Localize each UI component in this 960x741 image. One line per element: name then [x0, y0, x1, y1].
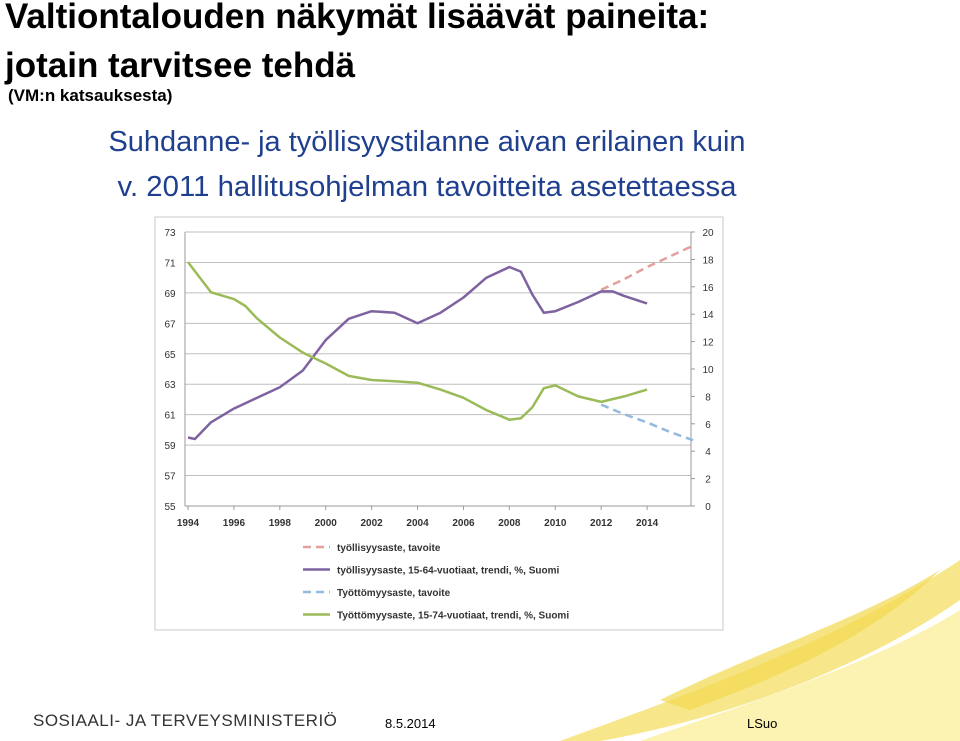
footer-author: LSuo — [747, 716, 777, 731]
y-tick-label: 67 — [164, 319, 176, 330]
decor-swoosh — [640, 610, 960, 741]
y2-tick-label: 14 — [702, 310, 714, 321]
series-line — [187, 265, 648, 441]
chart-frame — [154, 216, 724, 631]
x-tick-label: 1996 — [223, 518, 246, 529]
y2-tick-label: 10 — [702, 365, 714, 376]
slide-title: jotain tarvitsee tehdä — [4, 46, 356, 85]
legend-label: Työttömyysaste, tavoite — [337, 588, 451, 599]
footer-date: 8.5.2014 — [385, 716, 436, 731]
legend-label: työllisyysaste, tavoite — [337, 543, 441, 554]
y-tick-label: 55 — [164, 502, 176, 513]
legend-label: työllisyysaste, 15-64-vuotiaat, trendi, … — [337, 566, 560, 577]
y2-tick-label: 2 — [705, 475, 711, 486]
y-tick-label: 73 — [164, 228, 176, 239]
y2-tick-label: 16 — [702, 283, 714, 294]
y-tick-label: 63 — [164, 380, 176, 391]
decor-swoosh — [660, 570, 940, 710]
chart-title: v. 2011 hallitusohjelman tavoitteita ase… — [118, 171, 738, 203]
x-tick-label: 1998 — [269, 518, 292, 529]
y-tick-label: 71 — [164, 258, 176, 269]
x-tick-label: 2012 — [590, 518, 613, 529]
x-tick-label: 2014 — [636, 518, 659, 529]
series-line — [187, 261, 648, 421]
y-tick-label: 69 — [164, 289, 176, 300]
y2-tick-label: 0 — [705, 502, 711, 513]
x-tick-label: 1994 — [177, 518, 200, 529]
footer-organization: SOSIAALI- JA TERVEYSMINISTERIÖ — [33, 711, 337, 730]
chart-title: Suhdanne- ja työllisyystilanne aivan eri… — [109, 126, 746, 158]
y2-tick-label: 6 — [705, 420, 711, 431]
x-tick-label: 2008 — [498, 518, 521, 529]
x-tick-label: 2002 — [361, 518, 384, 529]
slide-title: Valtiontalouden näkymät lisäävät paineit… — [5, 0, 709, 36]
x-tick-label: 2006 — [452, 518, 475, 529]
x-tick-label: 2000 — [315, 518, 338, 529]
y-tick-label: 59 — [164, 441, 176, 452]
y2-tick-label: 12 — [702, 338, 714, 349]
slide-subtitle: (VM:n katsauksesta) — [8, 86, 172, 105]
y2-tick-label: 4 — [705, 447, 711, 458]
x-tick-label: 2010 — [544, 518, 567, 529]
y2-tick-label: 8 — [705, 392, 711, 403]
x-tick-label: 2004 — [406, 518, 429, 529]
y-tick-label: 57 — [164, 472, 176, 483]
y2-tick-label: 20 — [702, 228, 714, 239]
y-tick-label: 65 — [164, 350, 176, 361]
y2-tick-label: 18 — [702, 255, 714, 266]
series-line — [600, 403, 694, 442]
legend-label: Työttömyysaste, 15-74-vuotiaat, trendi, … — [337, 611, 569, 622]
series-line — [600, 244, 694, 291]
y-tick-label: 61 — [164, 411, 176, 422]
